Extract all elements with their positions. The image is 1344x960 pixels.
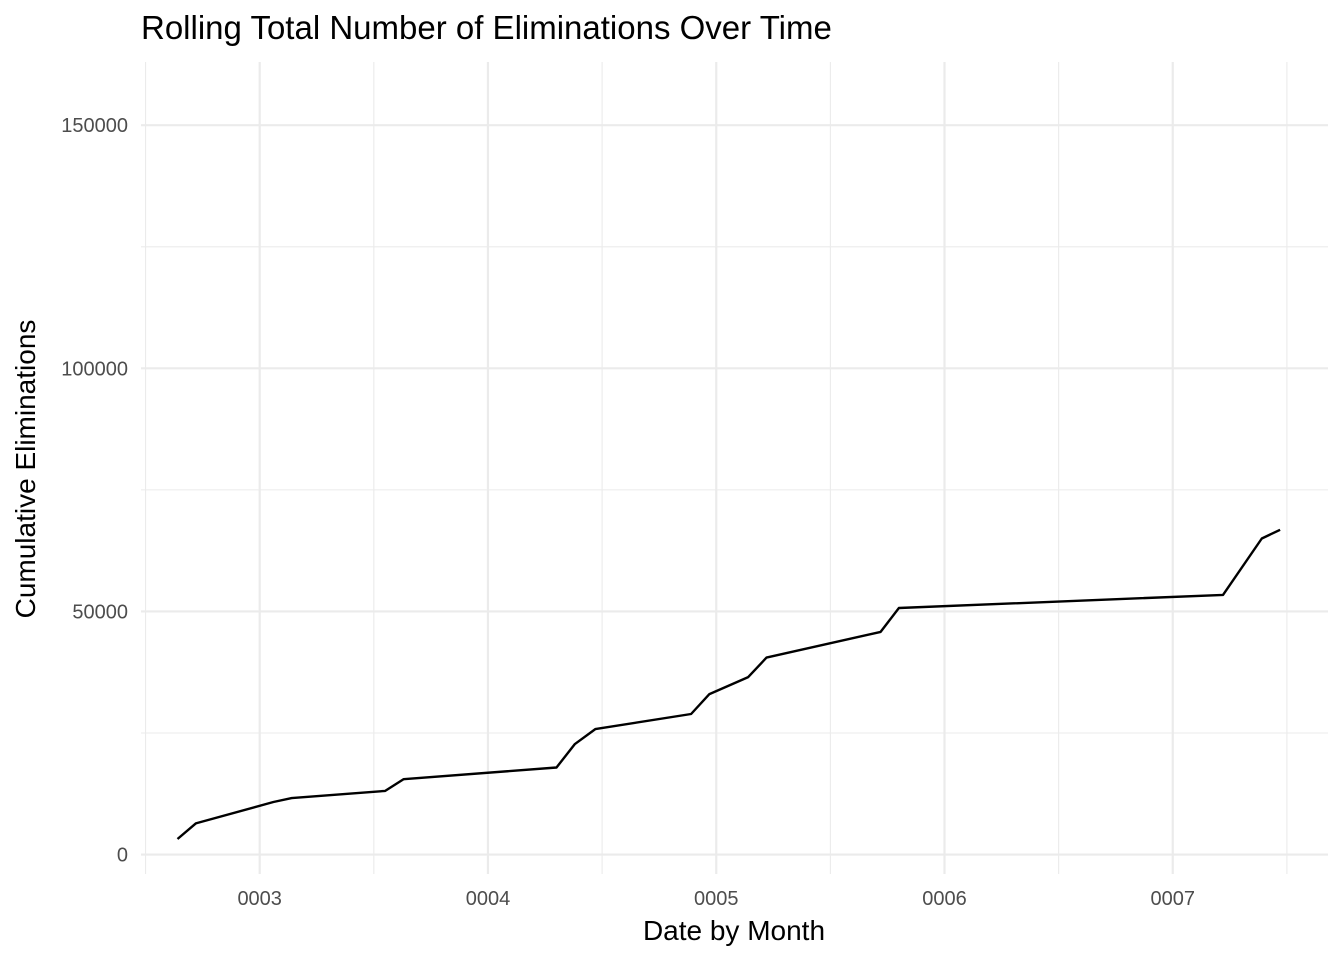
y-tick-label: 50000 bbox=[72, 601, 128, 623]
chart-title: Rolling Total Number of Eliminations Ove… bbox=[141, 9, 832, 46]
y-axis-title: Cumulative Eliminations bbox=[10, 320, 41, 619]
x-tick-label: 0005 bbox=[694, 888, 739, 910]
x-axis-tick-labels: 0003 0004 0005 0006 0007 bbox=[237, 888, 1195, 910]
x-tick-label: 0007 bbox=[1151, 888, 1196, 910]
x-tick-label: 0006 bbox=[922, 888, 967, 910]
y-axis-tick-labels: 0 50000 100000 150000 bbox=[61, 115, 128, 866]
y-tick-label: 0 bbox=[117, 845, 128, 867]
x-axis-title: Date by Month bbox=[643, 915, 825, 946]
y-tick-label: 100000 bbox=[61, 358, 128, 380]
series-line bbox=[176, 528, 1281, 840]
grid bbox=[141, 62, 1328, 874]
x-tick-label: 0003 bbox=[237, 888, 282, 910]
y-tick-label: 150000 bbox=[61, 115, 128, 137]
x-tick-label: 0004 bbox=[466, 888, 511, 910]
